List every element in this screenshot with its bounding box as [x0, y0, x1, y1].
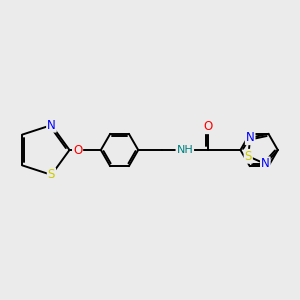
Text: S: S — [244, 150, 252, 163]
Text: O: O — [73, 143, 82, 157]
Text: NH: NH — [176, 145, 193, 155]
Text: N: N — [246, 131, 255, 144]
Text: O: O — [203, 120, 213, 133]
Text: N: N — [261, 158, 270, 170]
Text: S: S — [48, 168, 55, 182]
Text: N: N — [47, 118, 56, 132]
